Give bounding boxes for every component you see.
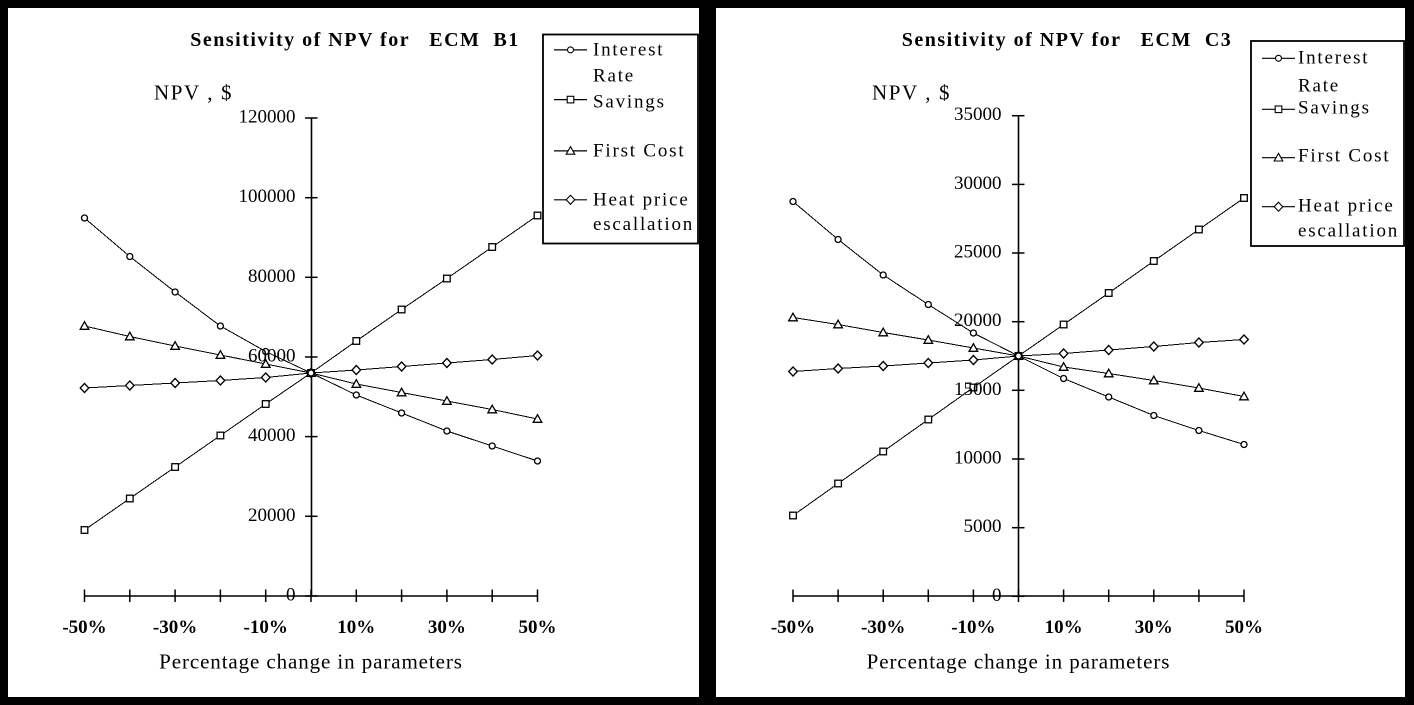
svg-text:Sensitivity of NPV for ECM: Sensitivity of NPV for ECM B1 [190,29,519,51]
svg-text:30%: 30% [1135,617,1173,638]
svg-text:0: 0 [992,585,1002,606]
svg-text:Percentage change in parameter: Percentage change in parameters [867,650,1171,674]
svg-text:First Cost: First Cost [593,141,685,162]
svg-text:Savings: Savings [593,92,666,113]
svg-text:Percentage change in parameter: Percentage change in parameters [159,650,463,674]
svg-text:-10%: -10% [244,617,288,638]
svg-text:40000: 40000 [248,425,296,446]
svg-text:-30%: -30% [861,617,905,638]
svg-text:NPV , $: NPV , $ [872,81,951,105]
svg-text:-10%: -10% [951,617,995,638]
svg-text:5000: 5000 [964,516,1002,537]
svg-text:NPV , $: NPV , $ [154,81,233,105]
svg-text:20000: 20000 [248,505,296,526]
svg-text:-50%: -50% [771,617,815,638]
svg-text:-30%: -30% [153,617,197,638]
svg-text:Sensitivity of NPV for ECM: Sensitivity of NPV for ECM C3 [902,29,1233,51]
svg-text:10%: 10% [337,617,375,638]
svg-text:50%: 50% [519,617,557,638]
svg-text:Heat price: Heat price [1298,196,1395,217]
svg-text:Rate: Rate [593,66,635,87]
svg-text:15000: 15000 [954,379,1002,400]
svg-text:10%: 10% [1045,617,1083,638]
svg-text:35000: 35000 [954,104,1002,125]
svg-text:50%: 50% [1225,617,1263,638]
svg-text:25000: 25000 [954,242,1002,263]
svg-text:-50%: -50% [62,617,106,638]
svg-text:First Cost: First Cost [1298,146,1390,167]
svg-text:Heat price: Heat price [593,189,690,210]
svg-text:Rate: Rate [1298,76,1340,97]
svg-text:100000: 100000 [239,186,296,207]
svg-text:Interest: Interest [593,40,664,61]
svg-text:Savings: Savings [1298,97,1371,118]
svg-text:30%: 30% [428,617,466,638]
svg-text:escallation: escallation [593,214,694,235]
svg-text:Interest: Interest [1298,47,1369,68]
svg-text:120000: 120000 [239,107,296,128]
svg-text:20000: 20000 [954,310,1002,331]
svg-text:0: 0 [286,585,296,606]
svg-text:30000: 30000 [954,173,1002,194]
svg-text:escallation: escallation [1298,221,1399,242]
svg-text:80000: 80000 [248,266,296,287]
svg-text:10000: 10000 [954,448,1002,469]
svg-text:60000: 60000 [248,346,296,367]
